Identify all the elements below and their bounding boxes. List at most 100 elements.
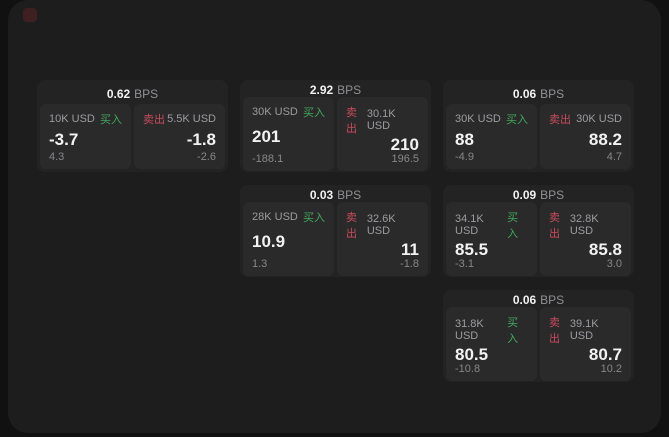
- sell-main-value: 11: [401, 240, 419, 259]
- quote-card-header: 0.06 BPS: [446, 83, 631, 104]
- buy-sub-value: -188.1: [252, 153, 284, 165]
- sell-size-label: 32.6K USD: [366, 213, 396, 237]
- buy-cell[interactable]: 30K USD 买入 88 -4.9: [446, 104, 537, 169]
- bps-unit-label: BPS: [540, 188, 565, 202]
- quote-card-header: 0.03 BPS: [243, 188, 428, 202]
- buy-sub-value: -3.1: [455, 258, 474, 270]
- quote-card-header: 2.92 BPS: [243, 83, 428, 97]
- bps-value: 0.06: [512, 293, 537, 307]
- quote-card-body: 30K USD 买入 201 -188.1 卖出 30.1K USD 210 1…: [243, 97, 428, 171]
- quote-card-header: 0.09 BPS: [446, 188, 631, 202]
- sell-cell[interactable]: 卖出 39.1K USD 80.7 10.2: [540, 307, 631, 381]
- buy-cell[interactable]: 31.8K USD 买入 80.5 -10.8: [446, 307, 537, 381]
- sell-sub-value: 4.7: [606, 151, 622, 163]
- bps-unit-label: BPS: [540, 293, 565, 307]
- quote-card-header: 0.06 BPS: [446, 293, 631, 307]
- buy-cell-top-row: 28K USD 买入: [252, 209, 325, 225]
- bps-value: 0.06: [512, 86, 537, 101]
- bps-unit-label: BPS: [540, 86, 565, 101]
- buy-size-label: 30K USD: [455, 113, 501, 125]
- sell-size-label: 30.1K USD: [366, 108, 396, 132]
- buy-cell[interactable]: 28K USD 买入 10.9 1.3: [243, 202, 334, 276]
- sell-side-label: 卖出: [549, 317, 560, 345]
- buy-size-label: 31.8K USD: [455, 318, 484, 342]
- sell-sub-value: -2.6: [197, 151, 216, 163]
- main-panel: 0.62 BPS 10K USD 买入 -3.7 4.3 卖出 5.5K USD…: [8, 0, 661, 433]
- sell-sub-value: -1.8: [400, 258, 419, 270]
- quote-card-body: 28K USD 买入 10.9 1.3 卖出 32.6K USD 11 -1.8: [243, 202, 428, 276]
- quote-card: 2.92 BPS 30K USD 买入 201 -188.1 卖出 30.1K …: [240, 80, 431, 172]
- bps-value: 0.62: [106, 86, 131, 101]
- buy-sub-value: -4.9: [455, 151, 474, 163]
- sell-size-label: 5.5K USD: [167, 113, 216, 125]
- bps-unit-label: BPS: [134, 86, 159, 101]
- buy-size-label: 10K USD: [49, 113, 95, 125]
- buy-main-value: 201: [252, 127, 281, 146]
- sell-cell-top-row: 卖出 30K USD: [549, 111, 622, 127]
- quote-card: 0.09 BPS 34.1K USD 买入 85.5 -3.1 卖出 32.8K…: [443, 185, 634, 277]
- buy-cell-top-row: 10K USD 买入: [49, 111, 122, 127]
- sell-cell-top-row: 卖出 39.1K USD: [549, 314, 622, 346]
- sell-sub-value: 10.2: [600, 363, 622, 375]
- buy-side-label: 买入: [100, 114, 122, 126]
- sell-cell-top-row: 卖出 32.8K USD: [549, 209, 622, 241]
- buy-cell-top-row: 31.8K USD 买入: [455, 314, 528, 346]
- buy-sub-value: 1.3: [252, 258, 268, 270]
- buy-side-label: 买入: [506, 114, 528, 126]
- sell-sub-value: 3.0: [606, 258, 622, 270]
- buy-side-label: 买入: [507, 212, 519, 240]
- sell-sub-value: 196.5: [391, 153, 419, 165]
- quote-card-body: 34.1K USD 买入 85.5 -3.1 卖出 32.8K USD 85.8…: [446, 202, 631, 276]
- sell-side-label: 卖出: [143, 114, 165, 126]
- buy-main-value: -3.7: [49, 129, 79, 149]
- sell-main-value: 210: [390, 135, 419, 154]
- buy-cell-top-row: 30K USD 买入: [252, 104, 325, 120]
- sell-size-label: 30K USD: [576, 113, 622, 125]
- buy-cell-top-row: 34.1K USD 买入: [455, 209, 528, 241]
- sell-cell[interactable]: 卖出 32.6K USD 11 -1.8: [337, 202, 428, 276]
- sell-cell[interactable]: 卖出 30K USD 88.2 4.7: [540, 104, 631, 169]
- buy-sub-value: 4.3: [49, 151, 65, 163]
- sell-main-value: 85.8: [588, 240, 622, 259]
- cards-grid: 0.62 BPS 10K USD 买入 -3.7 4.3 卖出 5.5K USD…: [37, 80, 634, 382]
- bps-value: 2.92: [309, 83, 334, 97]
- buy-cell-top-row: 30K USD 买入: [455, 111, 528, 127]
- quote-card: 0.06 BPS 31.8K USD 买入 80.5 -10.8 卖出 39.1…: [443, 290, 634, 382]
- buy-cell[interactable]: 30K USD 买入 201 -188.1: [243, 97, 334, 171]
- sell-size-label: 32.8K USD: [569, 213, 599, 237]
- buy-cell[interactable]: 34.1K USD 买入 85.5 -3.1: [446, 202, 537, 276]
- sell-side-label: 卖出: [346, 212, 357, 240]
- bps-unit-label: BPS: [337, 188, 362, 202]
- quote-card: 0.06 BPS 30K USD 买入 88 -4.9 卖出 30K USD 8…: [443, 80, 634, 172]
- buy-main-value: 88: [455, 129, 474, 149]
- buy-side-label: 买入: [303, 107, 325, 119]
- sell-side-label: 卖出: [346, 107, 357, 135]
- bps-value: 0.09: [512, 188, 537, 202]
- sell-cell[interactable]: 卖出 30.1K USD 210 196.5: [337, 97, 428, 171]
- quote-card-body: 10K USD 买入 -3.7 4.3 卖出 5.5K USD -1.8 -2.…: [40, 104, 225, 169]
- sell-main-value: 80.7: [588, 345, 622, 364]
- sell-size-label: 39.1K USD: [569, 318, 599, 342]
- quote-card: 0.62 BPS 10K USD 买入 -3.7 4.3 卖出 5.5K USD…: [37, 80, 228, 172]
- sell-side-label: 卖出: [549, 114, 571, 126]
- quote-card-body: 31.8K USD 买入 80.5 -10.8 卖出 39.1K USD 80.…: [446, 307, 631, 381]
- buy-main-value: 80.5: [455, 345, 489, 364]
- sell-cell[interactable]: 卖出 32.8K USD 85.8 3.0: [540, 202, 631, 276]
- bps-unit-label: BPS: [337, 83, 362, 97]
- buy-main-value: 10.9: [252, 232, 286, 251]
- buy-size-label: 28K USD: [252, 211, 298, 223]
- buy-size-label: 30K USD: [252, 106, 298, 118]
- sell-cell[interactable]: 卖出 5.5K USD -1.8 -2.6: [134, 104, 225, 169]
- buy-cell[interactable]: 10K USD 买入 -3.7 4.3: [40, 104, 131, 169]
- buy-sub-value: -10.8: [455, 363, 481, 375]
- sell-cell-top-row: 卖出 30.1K USD: [346, 104, 419, 136]
- buy-main-value: 85.5: [455, 240, 489, 259]
- red-dot-icon: [23, 8, 37, 22]
- buy-side-label: 买入: [507, 317, 519, 345]
- sell-cell-top-row: 卖出 5.5K USD: [143, 111, 216, 127]
- buy-size-label: 34.1K USD: [455, 213, 484, 237]
- sell-main-value: -1.8: [186, 129, 216, 149]
- buy-side-label: 买入: [303, 212, 325, 224]
- quote-card-body: 30K USD 买入 88 -4.9 卖出 30K USD 88.2 4.7: [446, 104, 631, 169]
- sell-main-value: 88.2: [588, 129, 622, 149]
